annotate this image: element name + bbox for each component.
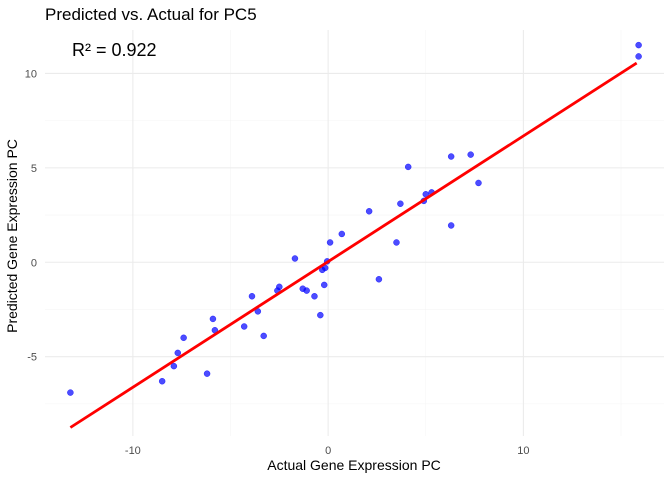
minor-gridlines	[45, 30, 664, 436]
regression-line	[69, 61, 638, 429]
data-point	[158, 377, 166, 385]
data-point	[67, 389, 74, 396]
data-point	[180, 334, 187, 342]
data-point	[447, 222, 455, 229]
data-point	[635, 41, 642, 49]
fit-line-layer	[69, 61, 638, 429]
data-point	[393, 239, 400, 246]
chart-title: Predicted vs. Actual for PC5	[45, 5, 257, 24]
data-point	[320, 281, 328, 289]
data-point	[317, 311, 324, 319]
x-axis-ticks: -10 0 10	[125, 445, 530, 457]
x-tick-label: 0	[325, 445, 331, 457]
data-point	[174, 349, 182, 357]
data-point	[209, 315, 217, 323]
data-point	[260, 332, 267, 340]
data-point	[311, 293, 318, 300]
y-axis-ticks: -5 0 5 10	[25, 68, 37, 363]
data-point	[240, 323, 248, 330]
y-tick-label: 0	[31, 257, 37, 269]
y-axis-title: Predicted Gene Expression PC	[4, 139, 20, 333]
data-point	[338, 230, 346, 238]
y-tick-label: 5	[31, 163, 37, 175]
data-point	[203, 370, 211, 377]
major-gridlines	[45, 30, 664, 436]
r-squared-annotation: R² = 0.922	[72, 40, 157, 60]
y-tick-label: -5	[27, 352, 37, 364]
data-point	[467, 151, 474, 158]
x-axis-title: Actual Gene Expression PC	[267, 457, 441, 473]
data-point	[303, 287, 310, 294]
data-point	[375, 276, 383, 283]
data-points	[67, 41, 642, 396]
y-tick-label: 10	[25, 68, 37, 80]
data-point	[248, 293, 256, 300]
x-tick-label: 10	[517, 445, 529, 457]
data-point	[170, 362, 178, 370]
data-point	[397, 200, 404, 207]
data-point	[475, 179, 482, 187]
data-point	[635, 53, 642, 60]
data-point	[365, 208, 373, 215]
x-tick-label: -10	[125, 445, 141, 457]
data-point	[291, 255, 299, 262]
data-point	[404, 163, 412, 171]
data-point	[447, 153, 455, 160]
data-point	[326, 239, 334, 246]
data-point	[276, 283, 283, 291]
